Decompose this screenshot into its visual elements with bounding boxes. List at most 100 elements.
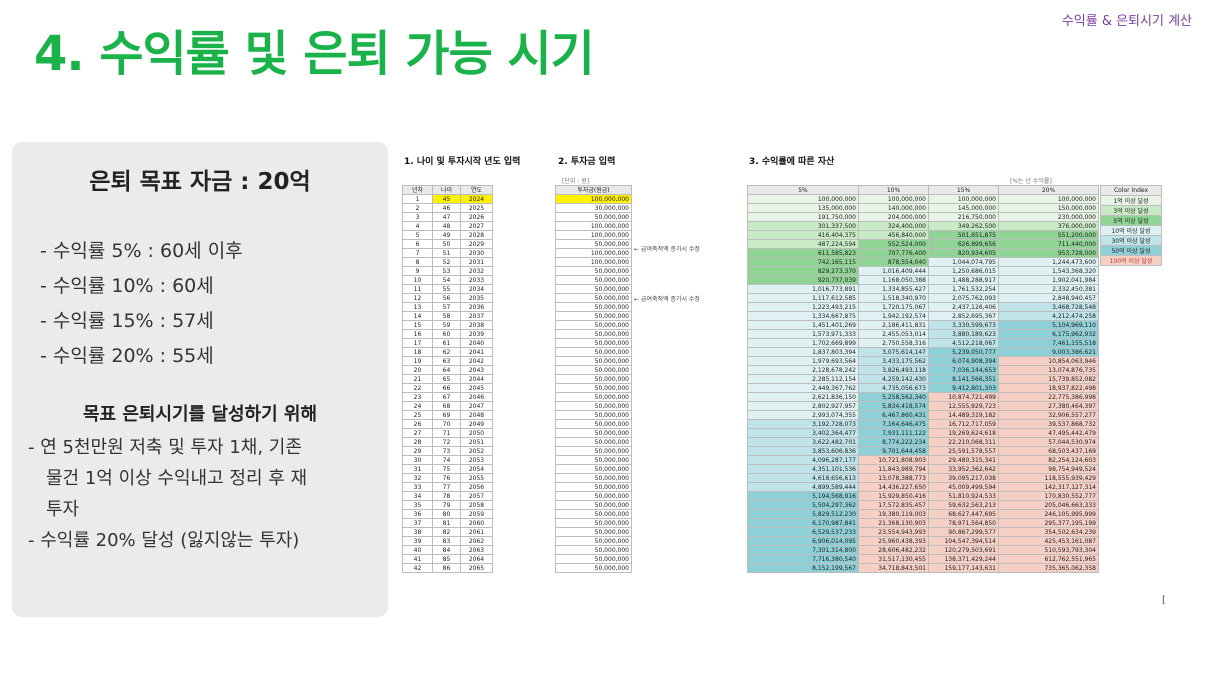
table-cell[interactable]: 50,000,000 xyxy=(555,239,632,249)
table-cell[interactable]: 1,168,050,388 xyxy=(858,275,929,285)
table-cell[interactable]: 80 xyxy=(432,509,461,519)
table-cell[interactable]: 2058 xyxy=(460,500,493,510)
table-cell[interactable]: 216,750,000 xyxy=(928,212,999,222)
table-cell[interactable]: 138,371,429,244 xyxy=(928,554,999,564)
table-cell[interactable]: 6,906,014,095 xyxy=(747,536,859,546)
table-cell[interactable]: 35 xyxy=(402,500,433,510)
table-cell[interactable]: 3,880,189,623 xyxy=(928,329,999,339)
table-cell[interactable]: 1,223,493,215 xyxy=(747,302,859,312)
table-cell[interactable]: 170,830,552,777 xyxy=(998,491,1099,501)
table-cell[interactable]: 2,128,678,242 xyxy=(747,365,859,375)
table-cell[interactable]: 50,000,000 xyxy=(555,266,632,276)
table-cell[interactable]: 2027 xyxy=(460,221,493,231)
table-cell[interactable]: 735,365,062,358 xyxy=(998,563,1099,573)
table-cell[interactable]: 1,942,192,574 xyxy=(858,311,929,321)
table-cell[interactable]: 5,194,568,916 xyxy=(747,491,859,501)
table-cell[interactable]: 2026 xyxy=(460,212,493,222)
table-cell[interactable]: 204,000,000 xyxy=(858,212,929,222)
table-cell[interactable]: 38 xyxy=(402,527,433,537)
table-cell[interactable]: 30 xyxy=(402,455,433,465)
table-cell[interactable]: 36 xyxy=(402,509,433,519)
table-cell[interactable]: 501,651,875 xyxy=(928,230,999,240)
table-cell[interactable]: 26 xyxy=(402,419,433,429)
table-cell[interactable]: 7,461,155,518 xyxy=(998,338,1099,348)
table-cell[interactable]: 50,000,000 xyxy=(555,473,632,483)
table-cell[interactable]: 16 xyxy=(402,329,433,339)
table-cell[interactable]: 4,899,589,444 xyxy=(747,482,859,492)
table-cell[interactable]: 84 xyxy=(432,545,461,555)
table-cell[interactable]: 1,720,175,067 xyxy=(858,302,929,312)
table-cell[interactable]: 2,437,126,406 xyxy=(928,302,999,312)
table-cell[interactable]: 32,906,557,277 xyxy=(998,410,1099,420)
table-cell[interactable]: 920,737,039 xyxy=(747,275,859,285)
table-cell[interactable]: 11,843,989,794 xyxy=(858,464,929,474)
table-cell[interactable]: 50,000,000 xyxy=(555,500,632,510)
table-cell[interactable]: 52 xyxy=(432,257,461,267)
table-cell[interactable]: 50,000,000 xyxy=(555,275,632,285)
table-cell[interactable]: 50,000,000 xyxy=(555,284,632,294)
table-cell[interactable]: 50,000,000 xyxy=(555,482,632,492)
table-cell[interactable]: 7,716,380,540 xyxy=(747,554,859,564)
table-cell[interactable]: 13,074,876,735 xyxy=(998,365,1099,375)
table-cell[interactable]: 2039 xyxy=(460,329,493,339)
table-cell[interactable]: 22,775,386,998 xyxy=(998,392,1099,402)
table-cell[interactable]: 34 xyxy=(402,491,433,501)
table-cell[interactable]: 22,210,068,311 xyxy=(928,437,999,447)
table-cell[interactable]: 1,543,368,320 xyxy=(998,266,1099,276)
table-cell[interactable]: 41 xyxy=(402,554,433,564)
table-cell[interactable]: 2037 xyxy=(460,311,493,321)
table-cell[interactable]: 50,000,000 xyxy=(555,338,632,348)
table-cell[interactable]: 39,095,217,038 xyxy=(928,473,999,483)
table-cell[interactable]: 83 xyxy=(432,536,461,546)
table-cell[interactable]: 50,000,000 xyxy=(555,374,632,384)
table-cell[interactable]: 2049 xyxy=(460,419,493,429)
table-cell[interactable]: 2046 xyxy=(460,392,493,402)
table-cell[interactable]: 68,503,437,169 xyxy=(998,446,1099,456)
table-cell[interactable]: 2,449,367,762 xyxy=(747,383,859,393)
table-cell[interactable]: 5,104,969,110 xyxy=(998,320,1099,330)
table-cell[interactable]: 62 xyxy=(432,347,461,357)
table-cell[interactable]: 23,554,943,993 xyxy=(858,527,929,537)
table-cell[interactable]: 3,192,728,073 xyxy=(747,419,859,429)
table-cell[interactable]: 5,258,562,340 xyxy=(858,392,929,402)
table-cell[interactable]: 16,712,717,059 xyxy=(928,419,999,429)
table-cell[interactable]: 29,480,315,341 xyxy=(928,455,999,465)
table-cell[interactable]: 100,000,000 xyxy=(555,257,632,267)
table-cell[interactable]: 100,000,000 xyxy=(747,194,859,204)
table-cell[interactable]: 4,618,656,613 xyxy=(747,473,859,483)
table-cell[interactable]: 2,186,411,831 xyxy=(858,320,929,330)
table-cell[interactable]: 2028 xyxy=(460,230,493,240)
table-cell[interactable]: 118,555,939,429 xyxy=(998,473,1099,483)
table-cell[interactable]: 8,774,222,234 xyxy=(858,437,929,447)
table-cell[interactable]: 82,254,124,603 xyxy=(998,455,1099,465)
table-cell[interactable]: 59,632,563,213 xyxy=(928,500,999,510)
table-cell[interactable]: 50,000,000 xyxy=(555,410,632,420)
table-cell[interactable]: 2031 xyxy=(460,257,493,267)
table-cell[interactable]: 9,003,386,621 xyxy=(998,347,1099,357)
table-cell[interactable]: 13 xyxy=(402,302,433,312)
table-cell[interactable]: 39 xyxy=(402,536,433,546)
table-cell[interactable]: 2,285,112,154 xyxy=(747,374,859,384)
table-cell[interactable]: 50,000,000 xyxy=(555,428,632,438)
table-cell[interactable]: 100,000,000 xyxy=(555,248,632,258)
table-cell[interactable]: 2063 xyxy=(460,545,493,555)
table-cell[interactable]: 2,750,558,316 xyxy=(858,338,929,348)
table-cell[interactable]: 1,451,401,269 xyxy=(747,320,859,330)
table-cell[interactable]: 54 xyxy=(432,275,461,285)
table-cell[interactable]: 57,044,530,974 xyxy=(998,437,1099,447)
table-cell[interactable]: 50,000,000 xyxy=(555,419,632,429)
table-cell[interactable]: 68,627,447,695 xyxy=(928,509,999,519)
table-cell[interactable]: 1,016,773,891 xyxy=(747,284,859,294)
table-cell[interactable]: 31 xyxy=(402,464,433,474)
table-cell[interactable]: 878,554,040 xyxy=(858,257,929,267)
table-cell[interactable]: 40 xyxy=(402,545,433,555)
table-cell[interactable]: 45 xyxy=(432,194,461,204)
table-cell[interactable]: 150,000,000 xyxy=(998,203,1099,213)
table-cell[interactable]: 6,175,962,932 xyxy=(998,329,1099,339)
table-cell[interactable]: 100,000,000 xyxy=(858,194,929,204)
table-cell[interactable]: 3,853,606,836 xyxy=(747,446,859,456)
table-cell[interactable]: 19 xyxy=(402,356,433,366)
table-cell[interactable]: 57 xyxy=(432,302,461,312)
table-cell[interactable]: 1,902,041,984 xyxy=(998,275,1099,285)
table-cell[interactable]: 145,000,000 xyxy=(928,203,999,213)
